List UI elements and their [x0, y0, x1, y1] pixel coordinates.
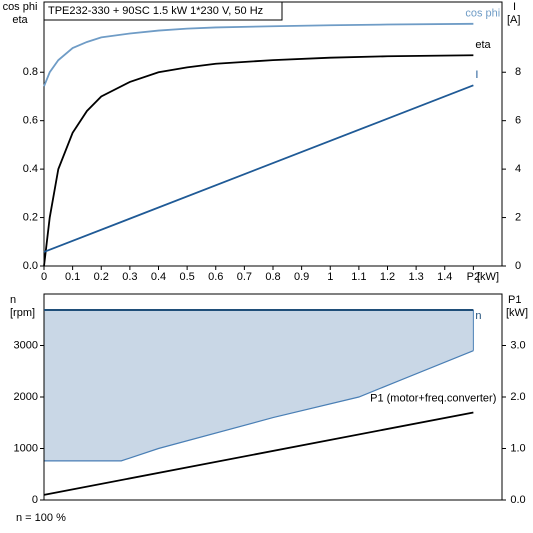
note: n = 100 % [16, 512, 66, 524]
x-tick-label: 1.1 [351, 271, 366, 283]
series-label: eta [475, 39, 491, 51]
y2-axis-label: [A] [507, 14, 520, 26]
y2-tick-label: 1.0 [510, 442, 525, 454]
x-tick-label: 0.3 [122, 271, 137, 283]
y-tick-label: 0.6 [23, 115, 38, 127]
y-axis-label: eta [12, 14, 28, 26]
title-box [43, 1, 283, 21]
y-axis-label: [rpm] [10, 307, 35, 319]
x-tick-label: 0.5 [179, 271, 194, 283]
y2-tick-label: 0.0 [510, 494, 525, 506]
y2-tick-label: 8 [515, 66, 521, 78]
x-tick-label: 1.4 [437, 271, 452, 283]
y-axis-label: cos phi [3, 1, 38, 13]
series-label: n [475, 310, 481, 322]
chart-title: TPE232-330 + 90SC 1.5 kW 1*230 V, 50 Hz [48, 5, 263, 17]
y2-tick-label: 6 [515, 115, 521, 127]
y-axis-label: n [10, 294, 16, 306]
x-tick-label: 0.6 [208, 271, 223, 283]
series-line [43, 84, 474, 253]
x-tick-label: 0.9 [294, 271, 309, 283]
y-tick-label: 0.8 [23, 66, 38, 78]
y2-axis-label: [kW] [506, 307, 528, 319]
y2-tick-label: 2.0 [510, 391, 525, 403]
plot-frame [43, 1, 503, 267]
y2-axis-label: P1 [508, 294, 521, 306]
x-tick-label: 0.2 [94, 271, 109, 283]
y-tick-label: 1000 [14, 442, 38, 454]
x-tick-label: 0.7 [237, 271, 252, 283]
x-tick-label: 1 [327, 271, 333, 283]
y2-axis-label: I [513, 1, 516, 13]
series-label: I [475, 69, 478, 81]
x-tick-label: P2 [467, 271, 480, 283]
series-label: P1 (motor+freq.converter) [370, 392, 496, 404]
y-tick-label: 2000 [14, 391, 38, 403]
y-tick-label: 0.4 [23, 163, 38, 175]
y2-tick-label: 2 [515, 211, 521, 223]
area [44, 309, 474, 461]
y-tick-label: 0.0 [23, 260, 38, 272]
x-tick-label: 0 [41, 271, 47, 283]
y-tick-label: 3000 [14, 339, 38, 351]
series-line [43, 411, 474, 496]
x-tick-label: 0.1 [65, 271, 80, 283]
y2-tick-label: 3.0 [510, 339, 525, 351]
series-line [43, 54, 474, 267]
y2-tick-label: 0 [515, 260, 521, 272]
x-tick-label: 0.4 [151, 271, 166, 283]
y-tick-label: 0 [32, 494, 38, 506]
x-tick-label: 0.8 [265, 271, 280, 283]
y-tick-label: 0.2 [23, 211, 38, 223]
x-tick-label: 1.2 [380, 271, 395, 283]
series-label: cos phi [465, 8, 500, 20]
y2-tick-label: 4 [515, 163, 521, 175]
area-lower-line [44, 350, 474, 462]
x-axis-label: [kW] [477, 271, 499, 283]
x-tick-label: 1.3 [408, 271, 423, 283]
series-line [43, 22, 474, 87]
